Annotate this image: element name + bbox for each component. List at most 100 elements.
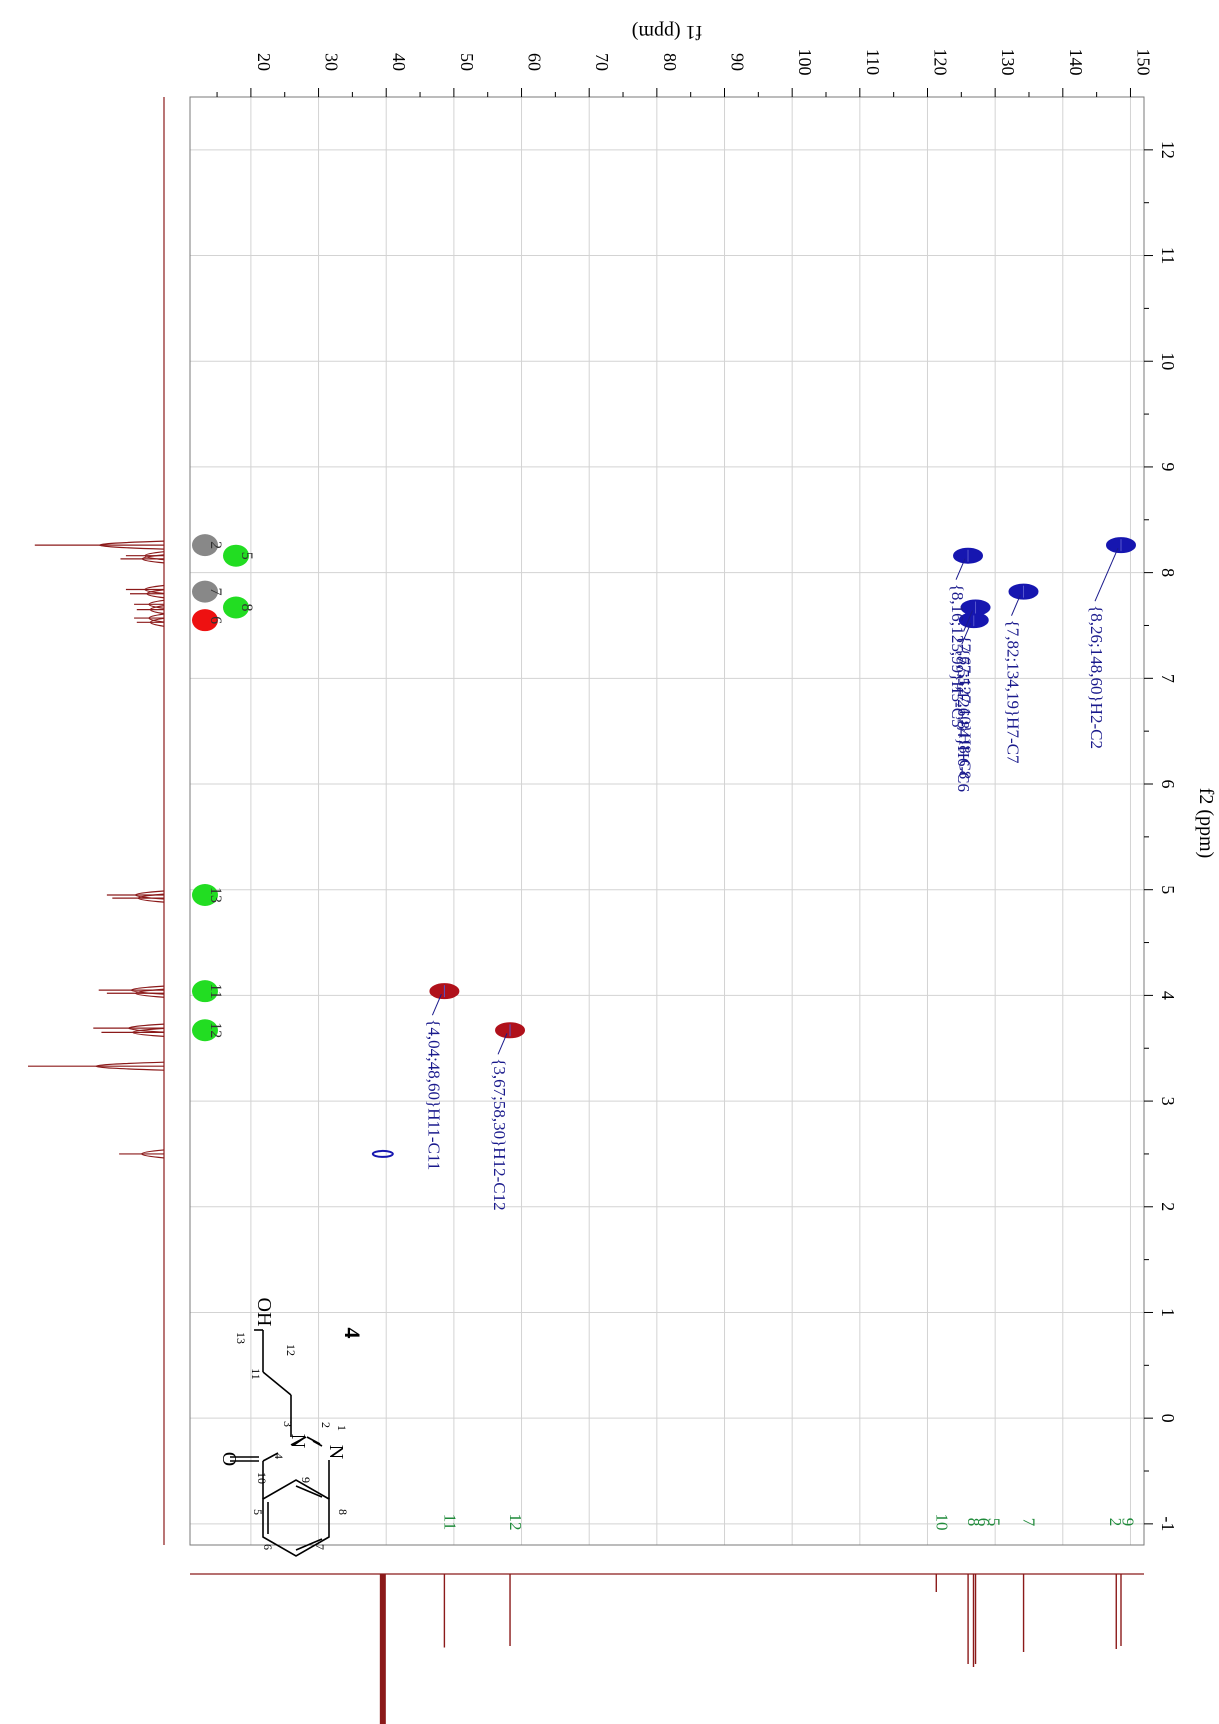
leader-line — [1094, 547, 1119, 602]
assignment-marker-label: 11 — [207, 983, 224, 998]
cross-peaks — [371, 537, 1136, 1158]
leader-line — [955, 558, 966, 580]
carbon-label: 5 — [984, 1518, 1003, 1527]
carbonyl-oxygen: O — [218, 1452, 240, 1466]
f2-tick-label: 0 — [1158, 1414, 1178, 1423]
carbon-label: 11 — [440, 1514, 459, 1530]
peak-label: {7,82;134,19}H7-C7 — [1003, 620, 1022, 764]
atom-number: 7 — [313, 1544, 327, 1550]
f2-tick-label: 12 — [1158, 141, 1178, 159]
f2-tick-label: 2 — [1158, 1202, 1178, 1211]
carbon-label: 6 — [974, 1518, 993, 1527]
carbon-label: 10 — [932, 1514, 951, 1531]
atom-number: 3 — [281, 1421, 295, 1427]
grid-layer — [190, 97, 1144, 1545]
leader-line — [961, 622, 972, 645]
peak-label: {8,16;125,99}H5-C5 — [948, 584, 967, 728]
hydroxyl-label: OH — [253, 1298, 275, 1327]
f1-tick-label: 120 — [930, 49, 950, 76]
atom-number: 5 — [251, 1509, 265, 1515]
leader-line — [497, 1033, 508, 1055]
atom-number: 13 — [234, 1332, 248, 1344]
f2-tick-label: 3 — [1158, 1097, 1178, 1106]
f1-tick-label: 110 — [863, 49, 883, 75]
c13-projection-spectrum — [190, 1573, 1144, 1724]
f2-tick-label: 6 — [1158, 780, 1178, 789]
carbon-label: 7 — [1020, 1518, 1039, 1527]
leader-line — [963, 610, 973, 632]
assignment-marker-label: 2 — [207, 541, 224, 549]
atom-number: 1 — [335, 1425, 349, 1431]
n1-label: N — [325, 1445, 347, 1459]
f2-tick-label: -1 — [1158, 1516, 1178, 1531]
assignment-marker — [192, 883, 218, 906]
assignment-marker-label: 6 — [207, 616, 224, 624]
peak-label: {3,67;58,30}H12-C12 — [490, 1058, 509, 1210]
f2-tick-label: 7 — [1158, 674, 1178, 683]
carbon-label: 12 — [506, 1514, 525, 1531]
assignment-marker — [223, 596, 249, 619]
atom-number: 6 — [261, 1544, 275, 1550]
f2-tick-label: 8 — [1158, 568, 1178, 577]
atom-number: 4 — [272, 1453, 286, 1459]
f1-axis-title: f1 (ppm) — [632, 21, 703, 43]
assignment-marker — [192, 609, 218, 632]
f1-tick-label: 70 — [592, 53, 612, 71]
f1-tick-label: 150 — [1133, 49, 1153, 76]
peak-label: {4,04;48,60}H11-C11 — [424, 1019, 443, 1170]
f2-tick-label: 11 — [1158, 247, 1178, 264]
atom-number: 8 — [336, 1509, 350, 1515]
f2-tick-label: 4 — [1158, 991, 1178, 1000]
f1-tick-label: 50 — [457, 53, 477, 71]
atom-number: 12 — [284, 1344, 298, 1356]
assignment-marker — [192, 534, 218, 557]
leader-line — [431, 993, 442, 1016]
f2-tick-label: 10 — [1158, 352, 1178, 370]
peak-label: {8,26;148,60}H2-C2 — [1087, 605, 1106, 749]
assignment-marker-label: 7 — [207, 588, 224, 596]
assignment-marker-label: 8 — [238, 603, 255, 611]
plot-frame — [189, 96, 1145, 1546]
peak-labels: {4,04;48,60}H11-C11 {3,67;58,30}H12-C12 {7… — [424, 584, 1106, 1211]
peak-label: {7,67;127,10}H8-C8 — [956, 635, 975, 779]
carbon-assignment-labels: 11 12 10 865 7 29 — [440, 1514, 1137, 1531]
f1-tick-label: 20 — [254, 53, 274, 71]
f1-tick-label: 80 — [660, 53, 680, 71]
n3-label: N — [287, 1434, 309, 1448]
leader-line — [1011, 594, 1021, 616]
h1-projection-spectrum — [28, 97, 165, 1545]
f1-tick-label: 60 — [525, 53, 545, 71]
assignment-marker — [192, 580, 218, 603]
proton-assignment-markers: 13 11 12 2 7 6 5 8 — [192, 534, 255, 1042]
carbon-label: 9 — [1118, 1518, 1137, 1527]
f2-tick-label: 5 — [1158, 885, 1178, 894]
cross-peak — [371, 1149, 394, 1158]
compound-number: 4 — [340, 1328, 365, 1339]
f1-tick-label: 130 — [998, 49, 1018, 76]
atom-number: 2 — [319, 1422, 333, 1428]
assignment-marker-label: 13 — [207, 887, 224, 903]
assignment-marker — [192, 1019, 218, 1042]
atom-number: 9 — [299, 1477, 313, 1483]
assignment-marker — [223, 544, 249, 567]
f1-tick-label: 40 — [389, 53, 409, 71]
f1-tick-label: 30 — [322, 53, 342, 71]
f1-tick-label: 140 — [1066, 49, 1086, 76]
peak-label: {7,55;126,84}H6-C6 — [954, 648, 973, 792]
f2-tick-label: 1 — [1158, 1308, 1178, 1317]
f1-tick-label: 100 — [795, 49, 815, 76]
carbon-label: 8 — [964, 1518, 983, 1527]
f1-tick-label: 90 — [728, 53, 748, 71]
atom-number: 10 — [255, 1472, 269, 1484]
assignment-marker-label: 5 — [238, 552, 255, 560]
peak-leader-lines — [431, 547, 1119, 1055]
carbon-label: 2 — [1106, 1518, 1125, 1527]
f1-axis: 20 30 40 50 60 70 80 90 100 110 120 130 140 150 — [216, 49, 1153, 97]
assignment-marker — [192, 980, 218, 1003]
atom-number: 11 — [249, 1368, 263, 1380]
f2-tick-label: 9 — [1158, 462, 1178, 471]
